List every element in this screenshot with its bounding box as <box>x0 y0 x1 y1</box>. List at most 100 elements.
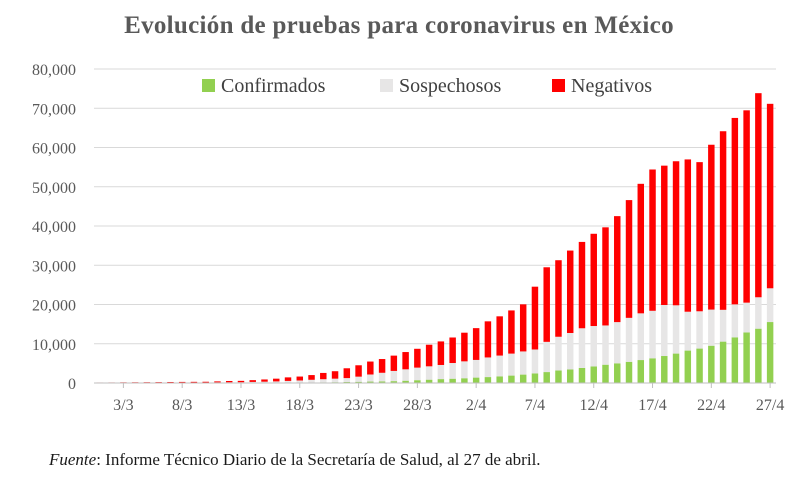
x-tick-label: 8/3 <box>172 397 192 414</box>
bar-negativos <box>766 103 774 289</box>
bar-negativos <box>555 260 562 337</box>
bar-negativos <box>578 241 586 329</box>
bar-confirmados <box>602 364 609 383</box>
bar-negativos <box>202 381 209 383</box>
bar-sospechosos <box>766 288 774 323</box>
bar-confirmados <box>719 341 727 383</box>
bar-negativos <box>708 144 715 310</box>
bar-sospechosos <box>284 380 292 383</box>
bar-negativos <box>273 378 280 382</box>
bar-sospechosos <box>719 309 727 342</box>
bar-sospechosos <box>249 381 256 383</box>
source-text: : Informe Técnico Diario de la Secretarí… <box>96 450 541 469</box>
legend-label-confirmados: Confirmados <box>221 75 326 97</box>
bar-confirmados <box>414 380 421 383</box>
bar-sospechosos <box>449 363 456 379</box>
y-tick-label: 0 <box>68 376 76 393</box>
bar-confirmados <box>508 375 515 383</box>
bar-confirmados <box>496 376 503 383</box>
bar-sospechosos <box>543 341 550 373</box>
x-tick-label: 23/3 <box>344 397 372 414</box>
bar-confirmados <box>661 356 668 383</box>
bar-sospechosos <box>661 304 668 357</box>
bar-negativos <box>367 361 374 375</box>
bar-negativos <box>331 371 339 379</box>
bar-confirmados <box>590 366 597 383</box>
x-tick-label: 17/4 <box>638 397 666 414</box>
bar-negativos <box>261 379 268 382</box>
bar-confirmados <box>531 373 539 383</box>
bar-negativos <box>496 316 503 356</box>
bar-sospechosos <box>461 361 468 379</box>
bar-sospechosos <box>472 359 480 378</box>
bar-negativos <box>590 233 597 327</box>
bar-negativos <box>284 377 292 381</box>
x-tick-label: 18/3 <box>286 397 314 414</box>
bar-negativos <box>602 227 609 326</box>
bar-negativos <box>320 372 327 380</box>
bar-negativos <box>355 365 362 377</box>
bar-negativos <box>472 328 480 360</box>
bar-negativos <box>249 380 256 382</box>
x-tick-label: 7/4 <box>525 397 545 414</box>
bar-negativos <box>625 200 633 318</box>
bar-negativos <box>308 375 315 380</box>
bar-negativos <box>543 267 550 342</box>
bar-sospechosos <box>414 367 421 381</box>
bar-negativos <box>449 337 456 364</box>
bar-negativos <box>225 380 233 383</box>
x-tick-label: 27/4 <box>756 397 784 414</box>
bar-confirmados <box>390 381 398 383</box>
bars <box>96 93 774 383</box>
bar-negativos <box>614 216 621 323</box>
bar-negativos <box>190 381 198 383</box>
legend-label-sospechosos: Sospechosos <box>399 75 501 97</box>
bar-negativos <box>566 250 574 333</box>
bar-negativos <box>672 161 680 306</box>
y-tick-label: 60,000 <box>32 141 76 158</box>
y-tick-label: 80,000 <box>32 62 76 79</box>
x-axis-tick-labels: 3/3 8/3 13/3 18/3 23/3 28/3 2/4 7/4 12/4 17/4 22/4… <box>113 397 784 414</box>
bar-sospechosos <box>625 317 633 362</box>
bar-sospechosos <box>484 357 492 378</box>
bar-confirmados <box>484 377 492 383</box>
bar-confirmados <box>708 345 715 383</box>
bar-negativos <box>414 348 421 368</box>
bar-sospechosos <box>308 379 315 383</box>
legend-swatch-sospechosos <box>380 79 393 92</box>
bar-negativos <box>143 382 151 383</box>
bar-sospechosos <box>367 374 374 382</box>
bar-sospechosos <box>637 313 645 361</box>
x-tick-label: 2/4 <box>466 397 486 414</box>
bar-negativos <box>531 286 539 350</box>
bar-sospechosos <box>614 322 621 364</box>
bar-sospechosos <box>296 380 304 383</box>
legend: Confirmados Sospechosos Negativos <box>202 75 652 97</box>
bar-sospechosos <box>590 326 597 367</box>
bar-confirmados <box>519 374 527 383</box>
bar-confirmados <box>367 381 374 383</box>
bar-sospechosos <box>602 325 609 365</box>
bar-confirmados <box>378 381 386 383</box>
bar-sospechosos <box>320 379 327 383</box>
bar-confirmados <box>355 381 362 383</box>
bar-sospechosos <box>390 370 398 382</box>
bar-negativos <box>343 368 351 379</box>
y-tick-label: 20,000 <box>32 298 76 315</box>
bar-negativos <box>378 359 386 373</box>
bar-confirmados <box>672 353 680 383</box>
bar-negativos <box>661 165 668 305</box>
x-tick-label: 3/3 <box>113 397 133 414</box>
bar-sospechosos <box>566 332 574 370</box>
source-label: Fuente <box>49 450 97 469</box>
bar-negativos <box>731 117 739 305</box>
x-tick-label: 22/4 <box>697 397 725 414</box>
y-tick-label: 30,000 <box>32 258 76 275</box>
legend-swatch-negativos <box>552 79 565 92</box>
bar-sospechosos <box>649 310 656 359</box>
y-axis-tick-labels: 0 10,000 20,000 30,000 40,000 50,000 60,000 70,… <box>32 62 76 393</box>
bar-confirmados <box>637 360 645 383</box>
bar-sospechosos <box>508 353 515 376</box>
chart-title: Evolución de pruebas para coronavirus en… <box>124 12 674 39</box>
bar-negativos <box>519 304 527 352</box>
